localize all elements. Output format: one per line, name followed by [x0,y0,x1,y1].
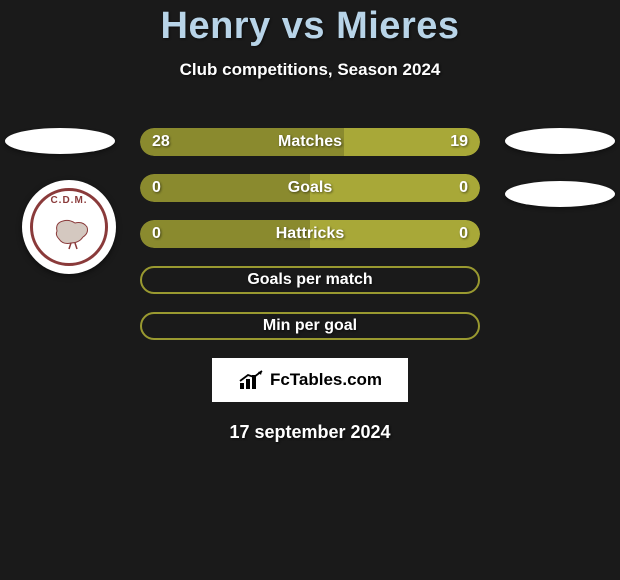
stat-bar-right [310,174,480,202]
logo-text: FcTables.com [270,370,382,390]
player-photo-placeholder-right-1 [505,128,615,154]
content-area: C.D.M. 28 19 Matches 0 0 Goals 0 0 Hattricks Goal… [0,128,620,443]
stat-value-left: 0 [152,179,161,197]
team-badge-inner: C.D.M. [30,188,108,266]
stat-label: Hattricks [276,225,344,243]
stat-row-matches: 28 19 Matches [140,128,480,156]
player-photo-placeholder-right-2 [505,181,615,207]
team-badge-text: C.D.M. [33,195,105,206]
logo-chart-icon [238,369,264,391]
stat-label: Goals [288,179,332,197]
stat-label: Matches [278,133,342,151]
stat-value-left: 28 [152,133,170,151]
header: Henry vs Mieres Club competitions, Seaso… [0,0,620,80]
stat-value-right: 0 [459,179,468,197]
player-photo-placeholder-left [5,128,115,154]
stat-row-hattricks: 0 0 Hattricks [140,220,480,248]
stat-row-goals-per-match: Goals per match [140,266,480,294]
stat-row-min-per-goal: Min per goal [140,312,480,340]
stat-value-right: 19 [450,133,468,151]
logo-box: FcTables.com [212,358,408,402]
stat-label: Goals per match [247,271,372,289]
page-title: Henry vs Mieres [0,5,620,48]
team-badge: C.D.M. [22,180,116,274]
stat-row-goals: 0 0 Goals [140,174,480,202]
stat-label: Min per goal [263,317,357,335]
team-badge-bird-icon [49,213,93,251]
page-subtitle: Club competitions, Season 2024 [0,60,620,80]
stat-rows: 28 19 Matches 0 0 Goals 0 0 Hattricks Goals per m… [140,128,480,340]
footer-date: 17 september 2024 [0,422,620,443]
stat-bar-left [140,174,310,202]
stat-value-left: 0 [152,225,161,243]
stat-value-right: 0 [459,225,468,243]
